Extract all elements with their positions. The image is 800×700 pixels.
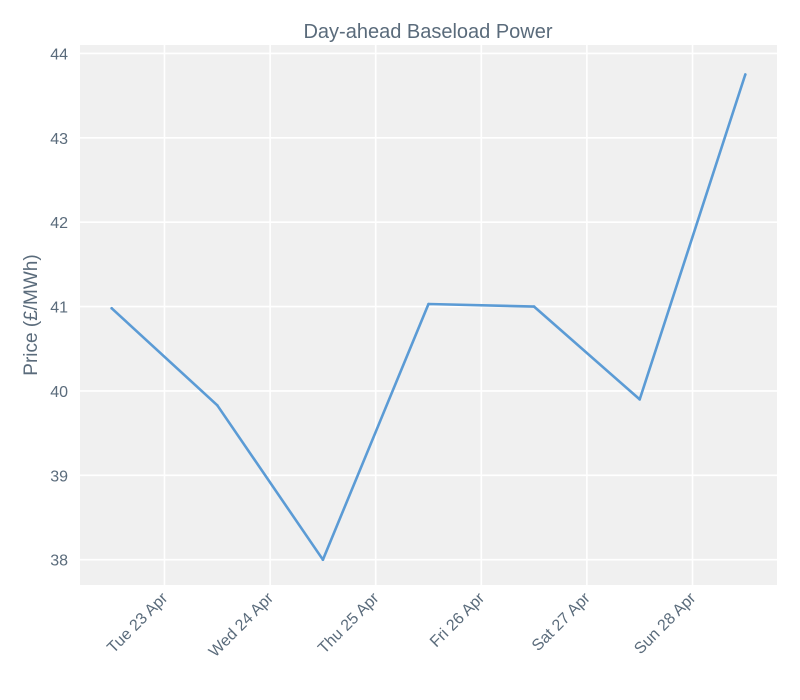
- data-point: [215, 403, 219, 407]
- data-point: [427, 302, 430, 306]
- y-tick-label: 44: [50, 46, 68, 63]
- grid-layer: [80, 45, 777, 585]
- series-layer: [110, 73, 747, 562]
- data-point: [321, 558, 325, 561]
- y-tick-label: 38: [50, 553, 68, 570]
- chart-title: Day-ahead Baseload Power: [303, 21, 552, 43]
- y-tick-label: 43: [50, 131, 68, 148]
- plot-background: [80, 45, 777, 585]
- y-tick-label: 39: [50, 468, 68, 485]
- y-axis-label: Price (£/MWh): [21, 254, 42, 375]
- x-tick-label: Wed 24 Apr: [206, 589, 277, 660]
- y-tick-label: 40: [50, 384, 68, 401]
- x-tick-label: Sat 27 Apr: [529, 589, 594, 654]
- data-point: [638, 398, 642, 401]
- x-tick-label: Thu 25 Apr: [315, 589, 383, 657]
- x-tick-label: Fri 26 Apr: [427, 589, 489, 651]
- data-point: [110, 306, 113, 310]
- y-tick-label: 42: [50, 215, 68, 232]
- data-point: [532, 305, 536, 308]
- x-tick-label: Tue 23 Apr: [104, 589, 171, 656]
- data-point: [744, 73, 747, 76]
- y-tick-label: 41: [50, 300, 68, 317]
- x-tick-label: Sun 28 Apr: [631, 589, 699, 657]
